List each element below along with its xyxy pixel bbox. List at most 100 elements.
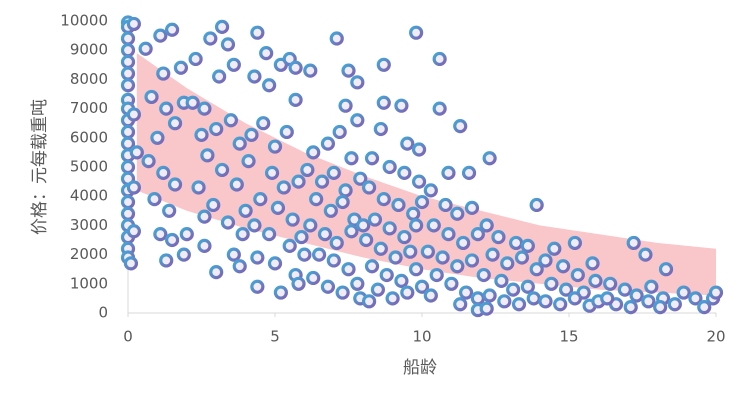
point <box>153 28 168 43</box>
point <box>491 229 506 245</box>
y-tick-label: 3000 <box>70 216 108 234</box>
point <box>120 124 136 140</box>
point <box>229 177 244 192</box>
point <box>167 177 183 192</box>
point <box>429 267 444 283</box>
point <box>600 291 615 306</box>
point <box>617 282 632 297</box>
point <box>511 297 527 312</box>
point <box>409 25 424 40</box>
point <box>482 288 497 303</box>
point <box>400 285 415 300</box>
y-axis-title: 价格：元每载重吨 <box>30 99 50 235</box>
point <box>676 285 691 300</box>
point <box>303 218 318 233</box>
point <box>529 262 544 277</box>
point <box>270 200 286 215</box>
point <box>397 165 412 180</box>
point <box>623 300 638 315</box>
point <box>273 285 288 300</box>
point <box>373 121 388 137</box>
point <box>341 63 356 78</box>
point <box>306 270 321 286</box>
point <box>323 203 338 218</box>
point <box>558 282 574 297</box>
point <box>188 51 203 67</box>
point <box>403 244 418 259</box>
y-tick-label: 4000 <box>70 187 108 205</box>
point <box>247 69 262 84</box>
point <box>209 121 224 137</box>
point <box>644 279 659 294</box>
point <box>194 127 209 142</box>
point <box>314 174 330 189</box>
point <box>209 265 224 280</box>
point <box>123 256 139 271</box>
point <box>159 101 174 116</box>
point <box>126 16 141 32</box>
point <box>206 197 221 213</box>
point <box>264 165 280 180</box>
point <box>538 253 553 268</box>
point <box>341 262 356 277</box>
point <box>626 235 641 251</box>
point <box>411 142 427 157</box>
point <box>420 244 435 259</box>
point <box>185 95 200 110</box>
point <box>197 209 212 224</box>
point <box>329 31 344 46</box>
point <box>197 238 212 253</box>
point <box>153 227 168 242</box>
point <box>120 159 136 175</box>
point <box>262 227 277 242</box>
point <box>276 180 291 195</box>
point <box>544 276 559 291</box>
point <box>529 197 544 213</box>
point <box>508 235 524 251</box>
point <box>267 256 283 271</box>
point <box>167 116 183 131</box>
point <box>247 218 262 233</box>
point <box>212 69 227 84</box>
point <box>306 145 321 160</box>
point <box>406 206 421 221</box>
y-tick-label: 9000 <box>70 41 108 59</box>
point <box>344 224 359 239</box>
point <box>256 116 271 131</box>
point <box>658 262 674 277</box>
point <box>317 227 333 242</box>
point <box>364 259 380 274</box>
point <box>476 267 491 283</box>
x-tick-label: 5 <box>270 328 280 346</box>
point <box>432 51 447 67</box>
point <box>641 294 656 309</box>
point <box>262 78 277 93</box>
point <box>173 60 189 75</box>
point <box>385 291 400 306</box>
point <box>244 127 259 142</box>
point <box>470 291 485 306</box>
point <box>567 235 582 251</box>
point <box>688 291 703 306</box>
point <box>235 227 250 242</box>
point <box>438 197 453 213</box>
point <box>506 282 521 297</box>
point <box>120 54 136 69</box>
point <box>197 101 212 116</box>
point <box>350 276 365 291</box>
point <box>156 165 171 180</box>
points <box>120 15 724 318</box>
point <box>367 212 383 227</box>
point <box>461 165 477 180</box>
point <box>226 57 241 72</box>
point <box>482 151 497 166</box>
point <box>320 136 336 151</box>
point <box>456 235 471 251</box>
point <box>423 183 438 198</box>
point <box>359 232 374 248</box>
point <box>335 285 350 300</box>
point <box>409 262 424 277</box>
point <box>547 241 562 256</box>
point <box>376 57 391 72</box>
point <box>309 192 324 207</box>
